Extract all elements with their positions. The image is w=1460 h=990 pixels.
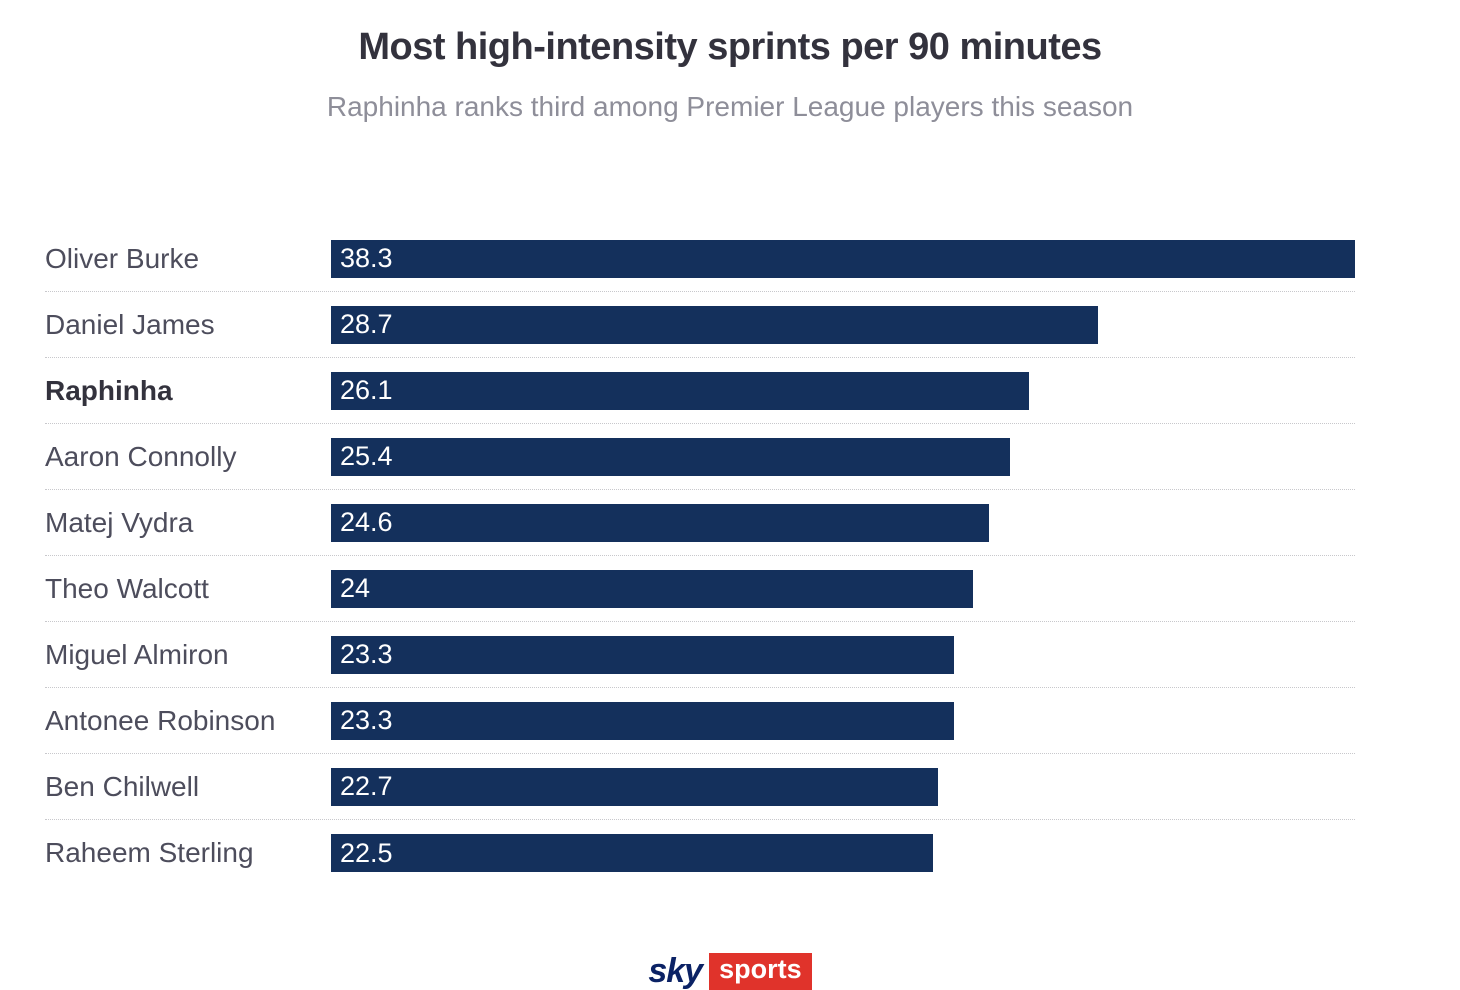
bar-area: 26.1 (331, 358, 1355, 423)
bar-area: 25.4 (331, 424, 1355, 489)
bar-area: 22.5 (331, 820, 1355, 886)
bar-value-label: 23.3 (340, 705, 393, 735)
chart-row: Ben Chilwell 22.7 (45, 754, 1355, 820)
bar-area: 24.6 (331, 490, 1355, 555)
bar-area: 23.3 (331, 688, 1355, 753)
bar-value-label: 23.3 (340, 639, 393, 669)
bar: 26.1 (331, 371, 1029, 410)
chart-subtitle: Raphinha ranks third among Premier Leagu… (326, 91, 1134, 122)
bar: 24 (331, 569, 973, 608)
bar: 22.5 (331, 834, 933, 872)
bar-value-label: 24.6 (340, 507, 393, 537)
chart-row: Aaron Connolly 25.4 (45, 424, 1355, 490)
bar: 28.7 (331, 305, 1099, 344)
bar-area: 22.7 (331, 754, 1355, 819)
bar-value-label: 38.3 (340, 243, 393, 273)
bar-area: 38.3 (331, 226, 1355, 291)
chart-row: Antonee Robinson 23.3 (45, 688, 1355, 754)
bar: 24.6 (331, 503, 989, 542)
bar-value-label: 28.7 (340, 309, 393, 339)
chart-row: Matej Vydra 24.6 (45, 490, 1355, 556)
category-label: Aaron Connolly (45, 440, 237, 472)
bar-area: 28.7 (331, 292, 1355, 357)
category-label: Ben Chilwell (45, 770, 200, 802)
category-label: Oliver Burke (45, 242, 200, 274)
category-label: Raheem Sterling (45, 837, 254, 868)
bar-area: 24 (331, 556, 1355, 621)
bar-value-label: 22.5 (340, 837, 393, 868)
bar-value-label: 25.4 (340, 441, 393, 471)
chart-row: Miguel Almiron 23.3 (45, 622, 1355, 688)
bar-value-label: 26.1 (340, 375, 393, 405)
footer: sky sports (0, 952, 1460, 990)
chart-row: Theo Walcott 24 (45, 556, 1355, 622)
bar-value-label: 22.7 (340, 771, 393, 801)
chart-row: Oliver Burke 38.3 (45, 226, 1355, 292)
bar-chart: Oliver Burke 38.3 Daniel James 28.7 Raphinha… (45, 226, 1355, 886)
category-label: Matej Vydra (45, 506, 194, 538)
bar-area: 23.3 (331, 622, 1355, 687)
bar: 38.3 (331, 239, 1355, 278)
bar: 25.4 (331, 437, 1011, 476)
bar: 22.7 (331, 767, 938, 806)
category-label: Daniel James (45, 308, 215, 340)
category-label: Raphinha (45, 374, 173, 406)
category-label: Antonee Robinson (45, 704, 276, 736)
category-label: Theo Walcott (45, 572, 209, 604)
category-label: Miguel Almiron (45, 638, 229, 670)
chart-title: Most high-intensity sprints per 90 minut… (358, 26, 1102, 68)
chart-row: Raheem Sterling 22.5 (45, 820, 1355, 886)
page: Most high-intensity sprints per 90 minut… (0, 26, 1460, 990)
sports-logo-badge: sports (709, 953, 812, 990)
bar-value-label: 24 (340, 573, 371, 603)
bar: 23.3 (331, 701, 954, 740)
chart-row: Daniel James 28.7 (45, 292, 1355, 358)
sky-logo-text: sky (648, 952, 703, 990)
chart-row: Raphinha 26.1 (45, 358, 1355, 424)
sky-sports-logo: sky sports (648, 952, 812, 990)
bar: 23.3 (331, 635, 954, 674)
